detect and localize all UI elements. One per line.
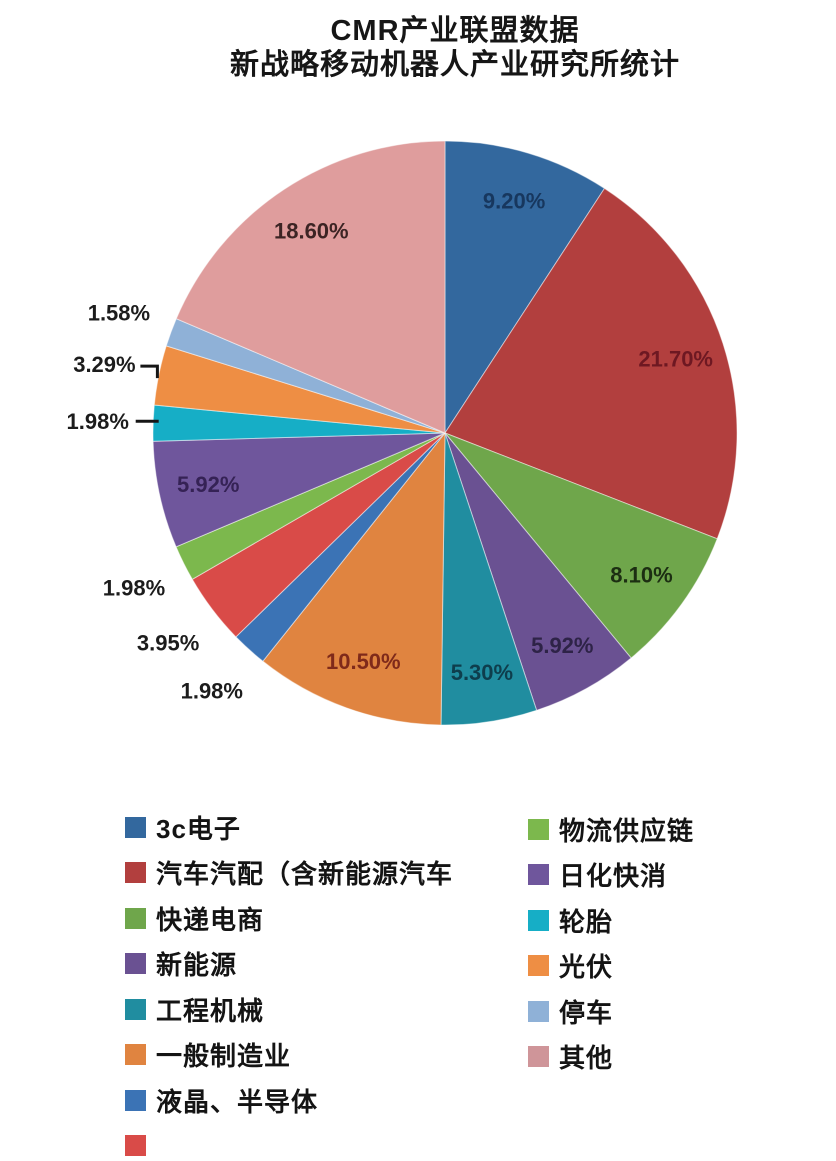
pie-slice-3c电子 — [444, 140, 606, 435]
legend-color-swatch — [125, 907, 146, 929]
pct-label-新能源: 5.92% — [531, 633, 593, 658]
legend: 3c电子汽车汽配（含新能源汽车 快递电商新能源工程机械一般制造业液晶、半导体 物流供… — [125, 812, 694, 1156]
pct-label-日化快消: 5.92% — [177, 472, 239, 497]
pct-label-3c电子: 9.20% — [483, 188, 545, 213]
legend-color-swatch — [125, 953, 146, 974]
legend-color-swatch — [528, 1046, 549, 1067]
legend-item-停车: 停车 — [528, 996, 613, 1028]
pie-slice-其他 — [175, 140, 446, 434]
legend-color-swatch — [125, 1044, 146, 1065]
legend-color-swatch — [125, 816, 146, 838]
pct-label-快递电商: 8.10% — [610, 563, 672, 588]
chart-title: CMR产业联盟数据 新战略移动机器人产业研究所统计 — [75, 14, 835, 82]
pct-label-工程机械: 5.30% — [451, 660, 513, 685]
legend-item-日化快消: 日化快消 — [528, 860, 667, 891]
chart-title-line1: CMR产业联盟数据 — [330, 15, 580, 47]
legend-color-swatch — [125, 998, 146, 1020]
legend-item-汽车汽配（含新能源汽车: 汽车汽配（含新能源汽车 — [125, 858, 453, 889]
legend-label: 工程机械 — [156, 995, 265, 1026]
legend-item-truncated — [125, 1131, 156, 1161]
pct-label-unlabeled-8: 3.95% — [137, 631, 199, 656]
legend-item-快递电商: 快递电商 — [125, 903, 264, 935]
pct-label-光伏: 3.29% — [73, 352, 135, 377]
legend-item-工程机械: 工程机械 — [125, 994, 264, 1026]
pct-label-汽车汽配（含新能源汽车: 21.70% — [638, 347, 713, 372]
legend-color-swatch — [528, 864, 549, 885]
pie-slice-快递电商 — [443, 431, 718, 659]
pct-label-一般制造业: 10.50% — [326, 649, 401, 674]
legend-item-物流供应链: 物流供应链 — [528, 814, 694, 846]
pct-label-其他: 18.60% — [274, 219, 349, 244]
legend-item-3c电子: 3c电子 — [125, 812, 241, 844]
legend-label: 光伏 — [559, 952, 614, 982]
pct-label-停车: 1.58% — [88, 301, 150, 326]
chart-title-line2: 新战略移动机器人产业研究所统计 — [229, 49, 680, 82]
legend-label: 物流供应链 — [559, 815, 695, 846]
pie-slice-一般制造业 — [262, 431, 446, 726]
legend-label: 快递电商 — [156, 904, 265, 935]
label-leader-elbow — [140, 364, 159, 379]
legend-item-新能源: 新能源 — [125, 949, 237, 980]
legend-label: 液晶、半导体 — [156, 1086, 319, 1117]
legend-label: 一般制造业 — [156, 1041, 292, 1071]
pie-slice-汽车汽配（含新能源汽车 — [444, 187, 738, 540]
legend-color-swatch — [528, 955, 549, 976]
legend-item-液晶、半导体: 液晶、半导体 — [125, 1085, 318, 1117]
legend-color-swatch — [528, 818, 549, 840]
pie-chart: 9.20% 21.70% 8.10% 5.92% 5.30% 10.50% 1.98% 3.9… — [67, 140, 738, 726]
pct-label-物流供应链: 1.98% — [103, 576, 165, 601]
legend-color-swatch — [125, 1089, 146, 1111]
legend-color-swatch — [125, 862, 146, 883]
legend-label: 轮胎 — [559, 906, 614, 937]
pct-label-液晶、半导体: 1.98% — [181, 678, 243, 703]
legend-color-swatch — [528, 1000, 549, 1022]
legend-label: 其他 — [559, 1043, 614, 1073]
legend-label: 新能源 — [156, 950, 238, 980]
pct-label-轮胎: 1.98% — [67, 409, 129, 434]
legend-label: 3c电子 — [156, 813, 241, 844]
legend-item-一般制造业: 一般制造业 — [125, 1040, 291, 1071]
legend-color-swatch — [125, 1135, 146, 1156]
legend-label: 停车 — [559, 997, 614, 1028]
legend-label: 汽车汽配（含新能源汽车 — [156, 859, 454, 889]
legend-item-光伏: 光伏 — [528, 951, 613, 982]
legend-item-轮胎: 轮胎 — [528, 905, 613, 937]
legend-color-swatch — [528, 909, 549, 931]
legend-label: 日化快消 — [559, 861, 668, 891]
legend-item-其他: 其他 — [528, 1042, 613, 1073]
